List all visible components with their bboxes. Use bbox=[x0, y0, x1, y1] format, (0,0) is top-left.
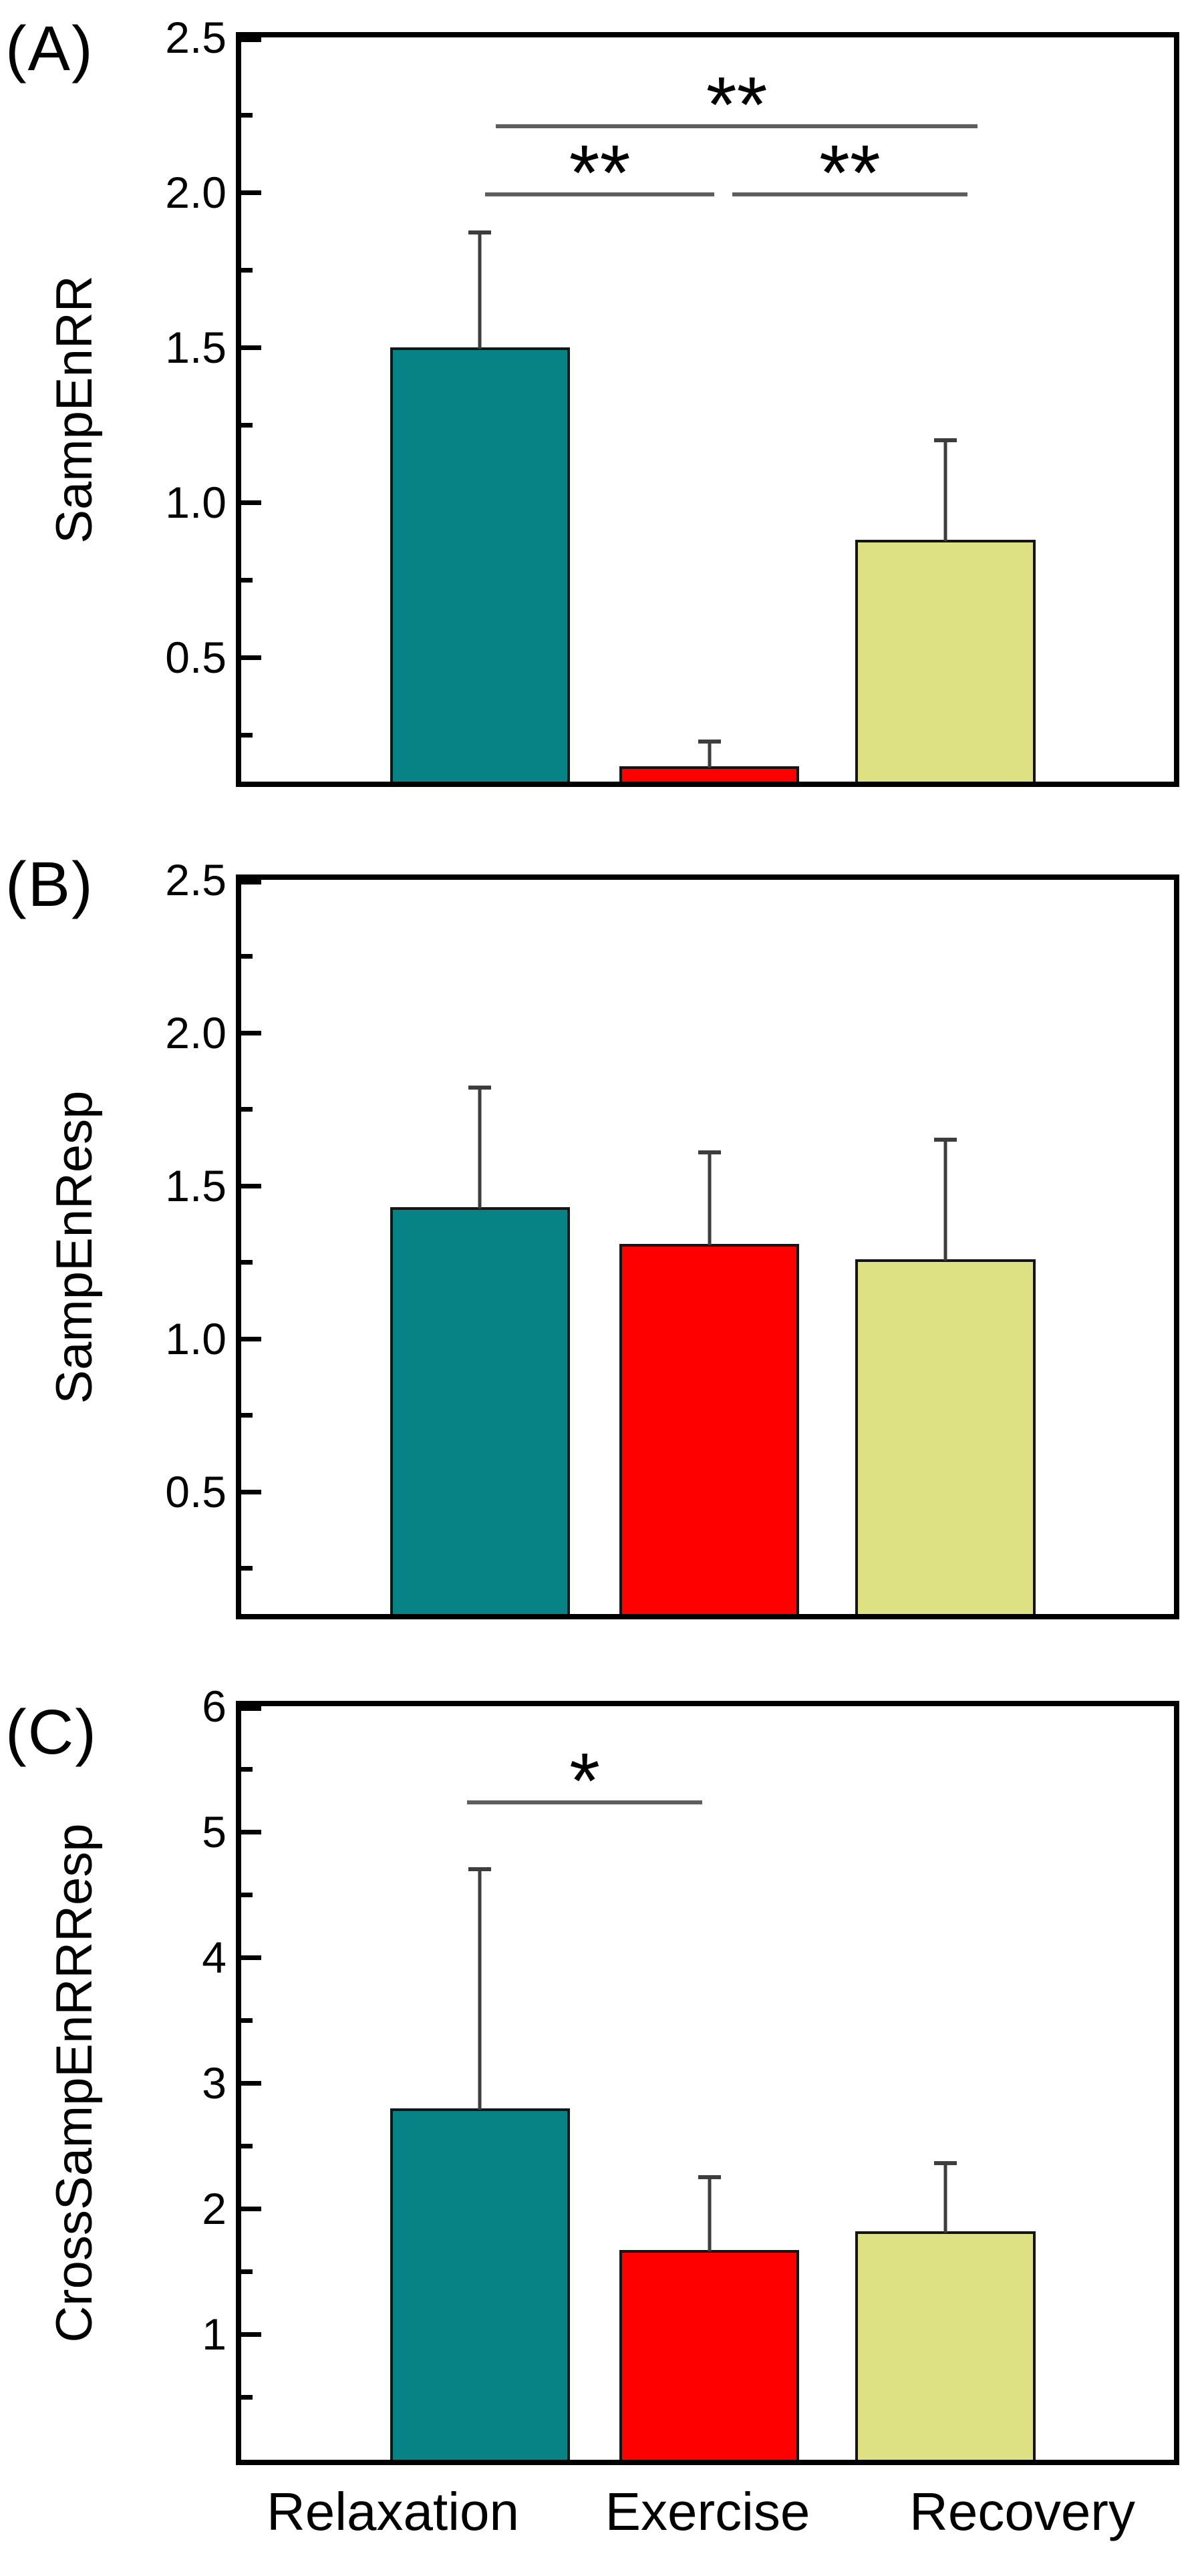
y-axis-major-tick bbox=[241, 1030, 261, 1035]
significance-stars: * bbox=[569, 1737, 601, 1825]
y-axis-tick-label: 4 bbox=[202, 1933, 227, 1982]
y-axis-major-tick bbox=[241, 880, 261, 884]
error-bar-cap bbox=[698, 2175, 721, 2179]
significance-line bbox=[485, 192, 714, 197]
y-axis-minor-tick bbox=[241, 1107, 253, 1112]
y-axis-tick-label: 2.0 bbox=[165, 1007, 227, 1058]
panel-b: (B) SampEnResp 0.5 1.0 1.5 2.0 2.5 bbox=[0, 853, 1200, 1619]
error-bar-stem bbox=[708, 741, 712, 768]
x-axis-label-exercise: Exercise bbox=[605, 2482, 810, 2541]
error-bar-cap bbox=[468, 1086, 492, 1090]
significance-line bbox=[496, 124, 978, 128]
y-axis-minor-tick bbox=[241, 733, 253, 738]
error-bar-stem bbox=[478, 1869, 482, 2110]
panel-c-y-axis-title: CrossSampEnRRResp bbox=[46, 1823, 103, 2343]
y-axis-minor-tick bbox=[241, 268, 253, 273]
y-axis-major-tick bbox=[241, 1706, 261, 1711]
panel-b-y-axis-title: SampEnResp bbox=[46, 1090, 103, 1404]
y-axis-major-tick bbox=[241, 500, 261, 506]
y-axis-tick-label: 1 bbox=[202, 2309, 227, 2359]
error-bar-stem bbox=[943, 1140, 947, 1261]
y-axis-tick-label: 2.0 bbox=[165, 168, 227, 218]
y-axis-tick-label: 2 bbox=[202, 2184, 227, 2233]
y-axis-minor-tick bbox=[241, 578, 253, 583]
error-bar-cap bbox=[933, 1138, 957, 1142]
panel-b-letter: (B) bbox=[5, 849, 94, 920]
error-bar-stem bbox=[708, 1152, 712, 1245]
y-axis-tick-label: 6 bbox=[202, 1681, 227, 1731]
y-axis-major-tick bbox=[241, 655, 261, 661]
y-axis-minor-tick bbox=[241, 2269, 253, 2274]
y-axis-minor-tick bbox=[241, 2395, 253, 2400]
panel-b-plot-area: 0.5 1.0 1.5 2.0 2.5 bbox=[165, 858, 1179, 1619]
bar-exercise bbox=[619, 766, 800, 782]
y-axis-minor-tick bbox=[241, 1413, 253, 1418]
y-axis-tick-label: 0.5 bbox=[165, 633, 227, 683]
bar-relaxation bbox=[390, 2108, 571, 2460]
y-axis-major-tick bbox=[241, 2207, 261, 2211]
x-axis-label-relaxation: Relaxation bbox=[266, 2482, 520, 2541]
significance-line bbox=[732, 192, 967, 197]
y-axis-minor-tick bbox=[241, 423, 253, 428]
significance-stars: ** bbox=[706, 60, 768, 149]
y-axis-major-tick bbox=[241, 1489, 261, 1494]
significance-stars: ** bbox=[569, 129, 631, 218]
y-axis-major-tick bbox=[241, 1183, 261, 1188]
y-axis-major-tick bbox=[241, 2332, 261, 2337]
y-axis-tick-label: 1.5 bbox=[165, 1160, 227, 1211]
error-bar-stem bbox=[708, 2177, 712, 2252]
bar-relaxation bbox=[390, 1206, 571, 1614]
y-axis-minor-tick bbox=[241, 113, 253, 118]
error-bar-stem bbox=[943, 2163, 947, 2233]
bar-recovery bbox=[855, 2231, 1036, 2460]
bar-exercise bbox=[619, 2250, 800, 2460]
panel-c-letter: (C) bbox=[5, 1697, 98, 1768]
y-axis-major-tick bbox=[241, 1830, 261, 1834]
y-axis-minor-tick bbox=[241, 1767, 253, 1772]
y-axis-tick-label: 1.5 bbox=[165, 323, 227, 373]
y-axis-tick-label: 0.5 bbox=[165, 1466, 227, 1516]
error-bar-cap bbox=[933, 2161, 957, 2166]
x-axis-label-recovery: Recovery bbox=[909, 2482, 1135, 2541]
error-bar-stem bbox=[478, 1088, 482, 1209]
error-bar-cap bbox=[698, 739, 721, 744]
y-axis-major-tick bbox=[241, 190, 261, 196]
y-axis-minor-tick bbox=[241, 1893, 253, 1897]
y-axis-major-tick bbox=[241, 1336, 261, 1341]
y-axis-tick-label: 2.5 bbox=[165, 855, 227, 905]
significance-stars: ** bbox=[818, 129, 881, 218]
panel-a: (A) SampEnRR 0.5 1.0 1.5 2.0 2.5 ** ** ** bbox=[0, 15, 1200, 787]
bar-recovery bbox=[855, 1259, 1036, 1614]
y-axis-major-tick bbox=[241, 2081, 261, 2086]
y-axis-tick-label: 2.5 bbox=[165, 13, 227, 62]
y-axis-tick-label: 1.0 bbox=[165, 478, 227, 528]
panel-c-plot-area: 1 2 3 4 5 6 * bbox=[202, 1684, 1179, 2465]
y-axis-major-tick bbox=[241, 345, 261, 351]
error-bar-stem bbox=[943, 440, 947, 541]
y-axis-minor-tick bbox=[241, 2144, 253, 2148]
y-axis-minor-tick bbox=[241, 1566, 253, 1571]
error-bar-cap bbox=[933, 438, 957, 443]
error-bar-cap bbox=[468, 1867, 492, 1872]
panel-a-plot-area: 0.5 1.0 1.5 2.0 2.5 ** ** ** bbox=[165, 15, 1179, 787]
y-axis-minor-tick bbox=[241, 1260, 253, 1265]
error-bar-stem bbox=[478, 232, 482, 349]
y-axis-tick-label: 3 bbox=[202, 2058, 227, 2108]
error-bar-cap bbox=[698, 1150, 721, 1154]
y-axis-major-tick bbox=[241, 1955, 261, 1960]
y-axis-major-tick bbox=[241, 37, 261, 42]
y-axis-minor-tick bbox=[241, 2018, 253, 2023]
panel-a-letter: (A) bbox=[5, 13, 94, 84]
y-axis-tick-label: 5 bbox=[202, 1807, 227, 1857]
y-axis-minor-tick bbox=[241, 954, 253, 959]
panel-a-y-axis-title: SampEnRR bbox=[46, 275, 103, 544]
y-axis-tick-label: 1.0 bbox=[165, 1313, 227, 1363]
bar-exercise bbox=[619, 1243, 800, 1614]
significance-line bbox=[467, 1800, 702, 1804]
error-bar-cap bbox=[468, 230, 492, 235]
bar-recovery bbox=[855, 539, 1036, 782]
panel-c: (C) CrossSampEnRRResp 1 2 3 4 5 6 * bbox=[0, 1684, 1200, 2465]
bar-relaxation bbox=[390, 347, 571, 782]
